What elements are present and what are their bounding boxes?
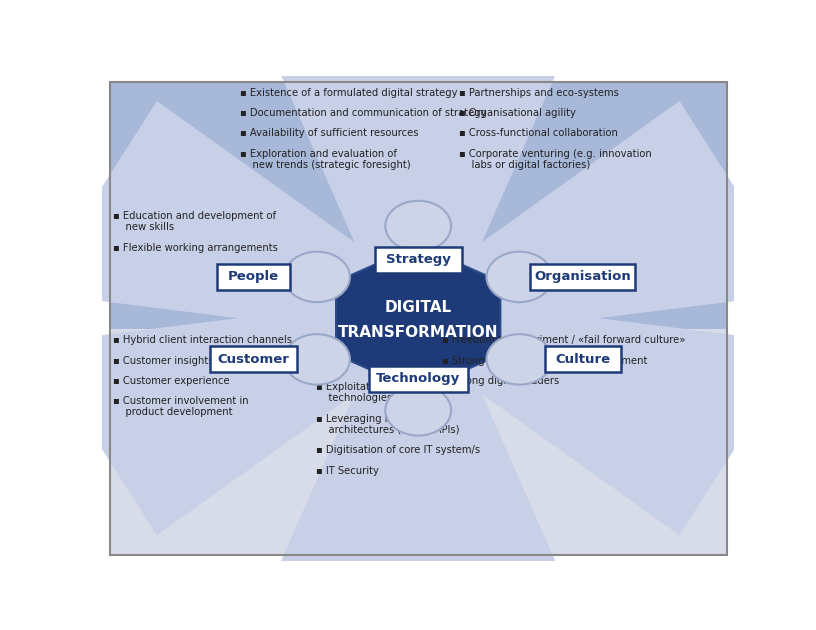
Text: ▪ Strong commitment from management: ▪ Strong commitment from management [442,355,648,365]
Circle shape [486,334,552,384]
Text: ▪ Education and development of: ▪ Education and development of [113,212,277,221]
Circle shape [284,334,350,384]
Circle shape [486,252,552,302]
Text: ▪ Strong digital leaders: ▪ Strong digital leaders [442,376,560,386]
Circle shape [385,201,451,251]
Text: labs or digital factories): labs or digital factories) [459,159,591,169]
Polygon shape [405,101,802,339]
Polygon shape [34,297,432,536]
FancyBboxPatch shape [375,247,462,273]
Text: Customer: Customer [218,353,290,366]
Text: ▪ Customer involvement in: ▪ Customer involvement in [113,396,249,406]
Text: ▪ Documentation and communication of strategy: ▪ Documentation and communication of str… [240,108,486,118]
FancyBboxPatch shape [109,83,727,329]
Text: ▪ Leveraging modern: ▪ Leveraging modern [316,414,423,424]
Text: ▪ Hybrid client interaction channels: ▪ Hybrid client interaction channels [113,335,292,345]
Text: architectures (cloud, APIs): architectures (cloud, APIs) [316,425,459,435]
Text: technologies: technologies [316,393,392,403]
Polygon shape [336,245,500,391]
FancyBboxPatch shape [369,365,468,392]
Text: product development: product development [113,407,233,417]
Text: Strategy: Strategy [386,253,450,266]
Text: ▪ Partnerships and eco-systems: ▪ Partnerships and eco-systems [459,88,619,98]
Text: ▪ Availability of sufficient resources: ▪ Availability of sufficient resources [240,129,419,139]
Polygon shape [405,297,802,536]
Text: new trends (strategic foresight): new trends (strategic foresight) [240,159,410,169]
Polygon shape [279,71,557,318]
Text: Organisation: Organisation [534,270,631,284]
Text: ▪ Exploitation of new: ▪ Exploitation of new [316,382,421,392]
FancyBboxPatch shape [545,346,620,372]
Circle shape [385,385,451,435]
Text: ▪ Freedom to experiment / «fail forward culture»: ▪ Freedom to experiment / «fail forward … [442,335,685,345]
Text: ▪ Customer insights/analytics: ▪ Customer insights/analytics [113,355,262,365]
FancyBboxPatch shape [217,264,290,290]
FancyBboxPatch shape [211,346,297,372]
Polygon shape [279,318,557,566]
Text: People: People [228,270,279,284]
Polygon shape [34,101,432,339]
Text: Culture: Culture [555,353,610,366]
FancyBboxPatch shape [109,329,727,555]
Text: ▪ Flexible working arrangements: ▪ Flexible working arrangements [113,243,278,253]
Text: DIGITAL: DIGITAL [384,300,452,315]
Text: ▪ Exploration and evaluation of: ▪ Exploration and evaluation of [240,149,397,159]
Text: ▪ Digitisation of core IT system/s: ▪ Digitisation of core IT system/s [316,445,480,455]
Text: TRANSFORMATION: TRANSFORMATION [338,325,499,340]
Text: new skills: new skills [113,222,175,232]
Text: ▪ Customer experience: ▪ Customer experience [113,376,230,386]
Text: ▪ IT Security: ▪ IT Security [316,466,379,476]
Circle shape [284,252,350,302]
Text: ▪ Organisational agility: ▪ Organisational agility [459,108,576,118]
Text: ▪ Existence of a formulated digital strategy: ▪ Existence of a formulated digital stra… [240,88,457,98]
Text: ▪ Cross-functional collaboration: ▪ Cross-functional collaboration [459,129,619,139]
Text: ▪ Corporate venturing (e.g. innovation: ▪ Corporate venturing (e.g. innovation [459,149,652,159]
Text: Technology: Technology [376,372,460,386]
FancyBboxPatch shape [530,264,635,290]
